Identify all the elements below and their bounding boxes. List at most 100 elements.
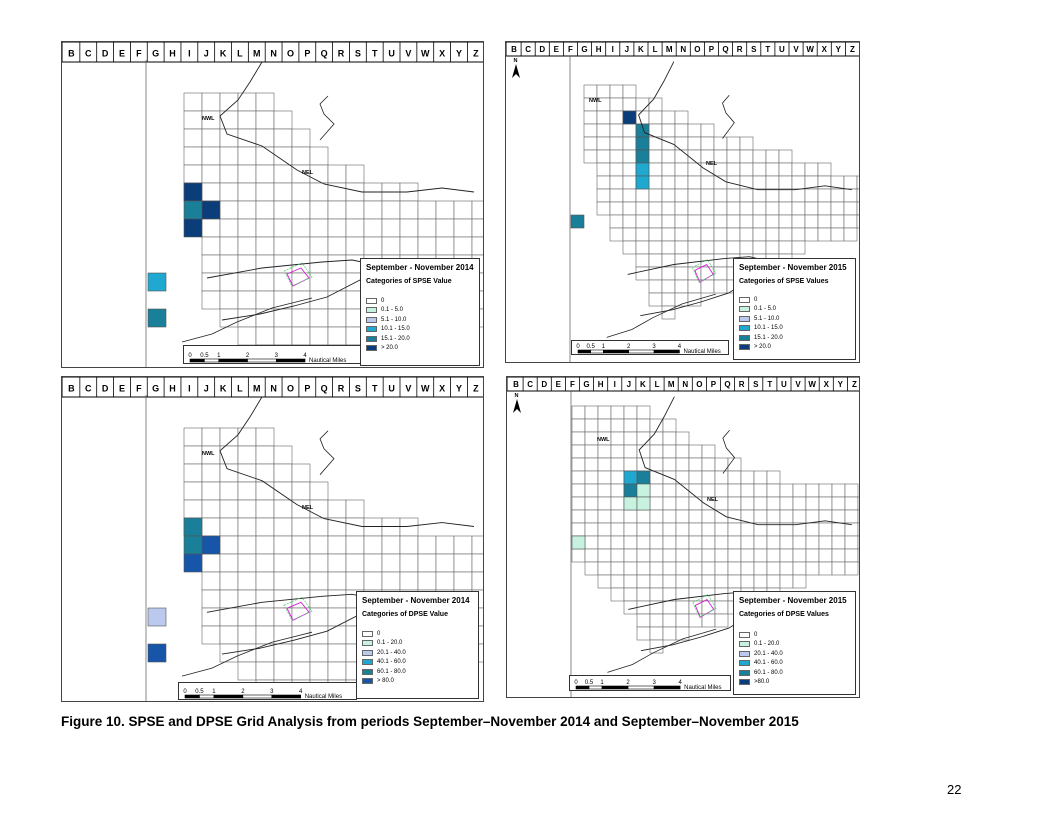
grid-cell [583,110,598,125]
grid-cell [219,499,239,519]
grid-cell [273,308,293,328]
grid-letter-label: V [793,45,799,54]
grid-cell [792,548,807,563]
grid-cell [688,444,703,459]
grid-letter-label: M [253,48,261,58]
grid-cell [648,253,663,268]
grid-cell [623,418,638,433]
grid-cell [219,146,239,166]
grid-cell [255,589,275,609]
grid-cell [648,188,663,203]
grid-letter-label: R [338,48,345,58]
grid-cell [609,214,624,229]
grid-cell [345,164,365,184]
grid-cell [818,496,833,511]
grid-cell [596,123,611,138]
grid-cell [571,405,586,420]
grid-letter-label: C [85,48,92,58]
grid-letter-label: O [696,380,702,389]
grid-cell [584,457,599,472]
grid-cell [345,571,365,591]
grid-cell [792,535,807,550]
grid-cell [714,574,729,589]
grid-cell [727,496,742,511]
legend-swatch [739,325,750,332]
grid-cell [584,561,599,576]
grid-cell-value [147,272,167,292]
grid-letter-label: G [152,48,159,58]
coastline-path [219,396,475,527]
grid-cell [817,162,832,177]
legend-title: September - November 2015 [739,596,847,605]
grid-cell [713,201,728,216]
grid-cell [727,509,742,524]
grid-letter-label: N [270,383,277,393]
legend-swatch [362,659,373,666]
scale-tick-label: 0 [576,344,580,350]
grid-cell [623,457,638,472]
grid-cell [327,218,347,238]
grid-cell [817,227,832,242]
grid-cell-value [183,517,203,537]
grid-cell [453,535,473,555]
scale-segment [204,358,220,363]
grid-cell [753,470,768,485]
grid-cell [596,84,611,99]
grid-cell [649,574,664,589]
grid-cell [778,188,793,203]
grid-cell [844,548,859,563]
map-legend: September - November 2014 Categories of … [356,591,479,699]
grid-letter-label: R [737,45,743,54]
grid-letter-label: Y [836,45,842,54]
grid-cell [662,535,677,550]
nel-label: NEL [302,170,314,176]
legend-label: 40.1 - 60.0 [377,659,406,666]
north-label: N [514,58,518,64]
grid-cell [327,164,347,184]
grid-cell [740,483,755,498]
page-number: 22 [947,782,962,797]
grid-cell [309,661,329,681]
grid-cell [792,483,807,498]
shoreline-path [606,293,716,338]
grid-cell [597,535,612,550]
grid-cell [753,496,768,511]
grid-cell [662,457,677,472]
scale-tick-label: 3 [652,680,656,686]
grid-cell [674,279,689,294]
scale-bar: 0 0.5 1 2 3 4 Nautical Miles [571,340,729,355]
grid-cell [635,227,650,242]
grid-cell [857,535,859,550]
grid-cell [636,522,651,537]
grid-cell [363,218,383,238]
grid-cell-value [635,162,650,177]
grid-cell [201,290,221,310]
legend-items: 0 0.1 - 5.0 5.1 - 10.0 10.1 - 15.0 15.1 - 20… [366,296,410,353]
grid-cell [662,574,677,589]
grid-cell [435,571,455,591]
grid-cell [571,444,586,459]
scale-segment [603,349,630,354]
grid-letter-label: V [405,48,411,58]
grid-cell [649,470,664,485]
grid-cell [327,625,347,645]
grid-cell [856,214,859,229]
grid-letter-label: B [68,383,75,393]
grid-cell [471,236,483,256]
grid-cell [753,548,768,563]
grid-cell [309,326,329,346]
scale-tick-label: 1 [217,353,221,359]
grid-cell [345,535,365,555]
shoreline-path [607,628,717,673]
grid-cell [713,227,728,242]
grid-cell [622,188,637,203]
scale-unit-label: Nautical Miles [684,685,721,691]
grid-cell [273,643,293,663]
grid-cell [674,162,689,177]
grid-cell [713,188,728,203]
grid-cell-value [183,200,203,220]
grid-cell [381,200,401,220]
grid-cell [453,218,473,238]
grid-letter-label: C [525,45,531,54]
grid-letter-label: T [767,380,772,389]
